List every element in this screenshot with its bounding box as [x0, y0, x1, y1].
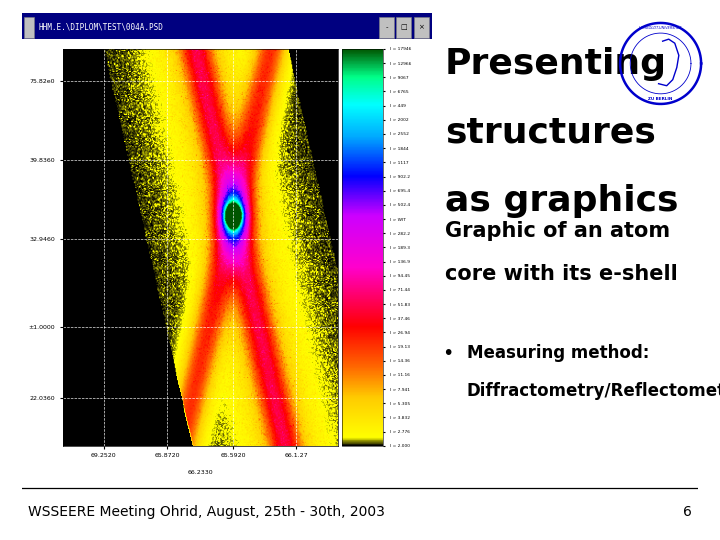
Text: structures: structures: [445, 115, 655, 149]
Bar: [22, 14, 432, 39]
Text: Measuring method:: Measuring method:: [467, 345, 649, 362]
Bar: [379, 17, 395, 38]
Text: 6: 6: [683, 505, 692, 519]
Text: as graphics: as graphics: [445, 184, 678, 218]
Text: HUMBOLDT-UNIVERSITÄT: HUMBOLDT-UNIVERSITÄT: [639, 26, 683, 30]
Text: □: □: [400, 24, 407, 30]
Text: Diffractometry/Reflectometry: Diffractometry/Reflectometry: [467, 382, 720, 400]
Text: core with its e-shell: core with its e-shell: [445, 264, 678, 284]
Text: ×: ×: [418, 24, 424, 30]
Text: WSSEERE Meeting Ohrid, August, 25th - 30th, 2003: WSSEERE Meeting Ohrid, August, 25th - 30…: [28, 505, 385, 519]
Text: ZU BERLIN: ZU BERLIN: [649, 97, 672, 100]
Text: HHM.E.\DIPLOM\TEST\004A.PSD: HHM.E.\DIPLOM\TEST\004A.PSD: [38, 23, 163, 32]
Text: Presenting: Presenting: [445, 46, 667, 80]
Text: Graphic of an atom: Graphic of an atom: [445, 221, 670, 241]
Bar: [396, 17, 412, 38]
Text: -: -: [385, 24, 387, 30]
Text: 66.2330: 66.2330: [187, 470, 213, 475]
Text: •: •: [442, 345, 454, 363]
Bar: [413, 17, 429, 38]
Bar: [24, 17, 34, 38]
